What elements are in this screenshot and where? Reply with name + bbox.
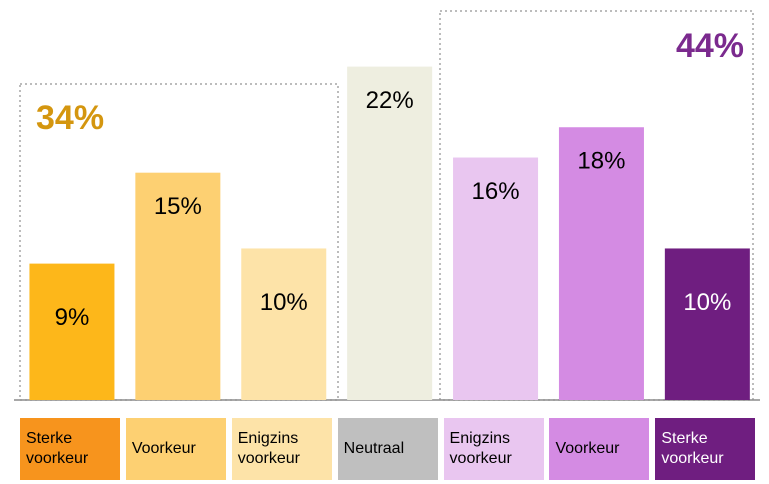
data-label: 10% [683,289,731,316]
legend-cell: Voorkeur [549,418,650,480]
data-label: 15% [154,193,202,220]
legend-cell: Neutraal [337,418,438,480]
bar [664,248,750,400]
data-label: 10% [260,289,308,316]
legend-cell: Sterke voorkeur [19,418,120,480]
group-total: 34% [36,99,104,137]
group-total: 44% [676,27,744,65]
legend-cell: Voorkeur [125,418,226,480]
bar [347,66,433,400]
data-label: 22% [366,87,414,114]
group-box [19,83,339,401]
bar [241,248,327,400]
legend-cell: Enigzins voorkeur [443,418,544,480]
data-label: 9% [55,304,90,331]
data-label: 16% [472,178,520,205]
group-box [439,10,754,401]
data-label: 18% [577,148,625,175]
bar [558,127,644,400]
legend-cell: Enigzins voorkeur [231,418,332,480]
bar [453,157,539,400]
legend-cell: Sterke voorkeur [655,418,756,480]
bar [29,263,115,400]
bar [135,172,221,400]
